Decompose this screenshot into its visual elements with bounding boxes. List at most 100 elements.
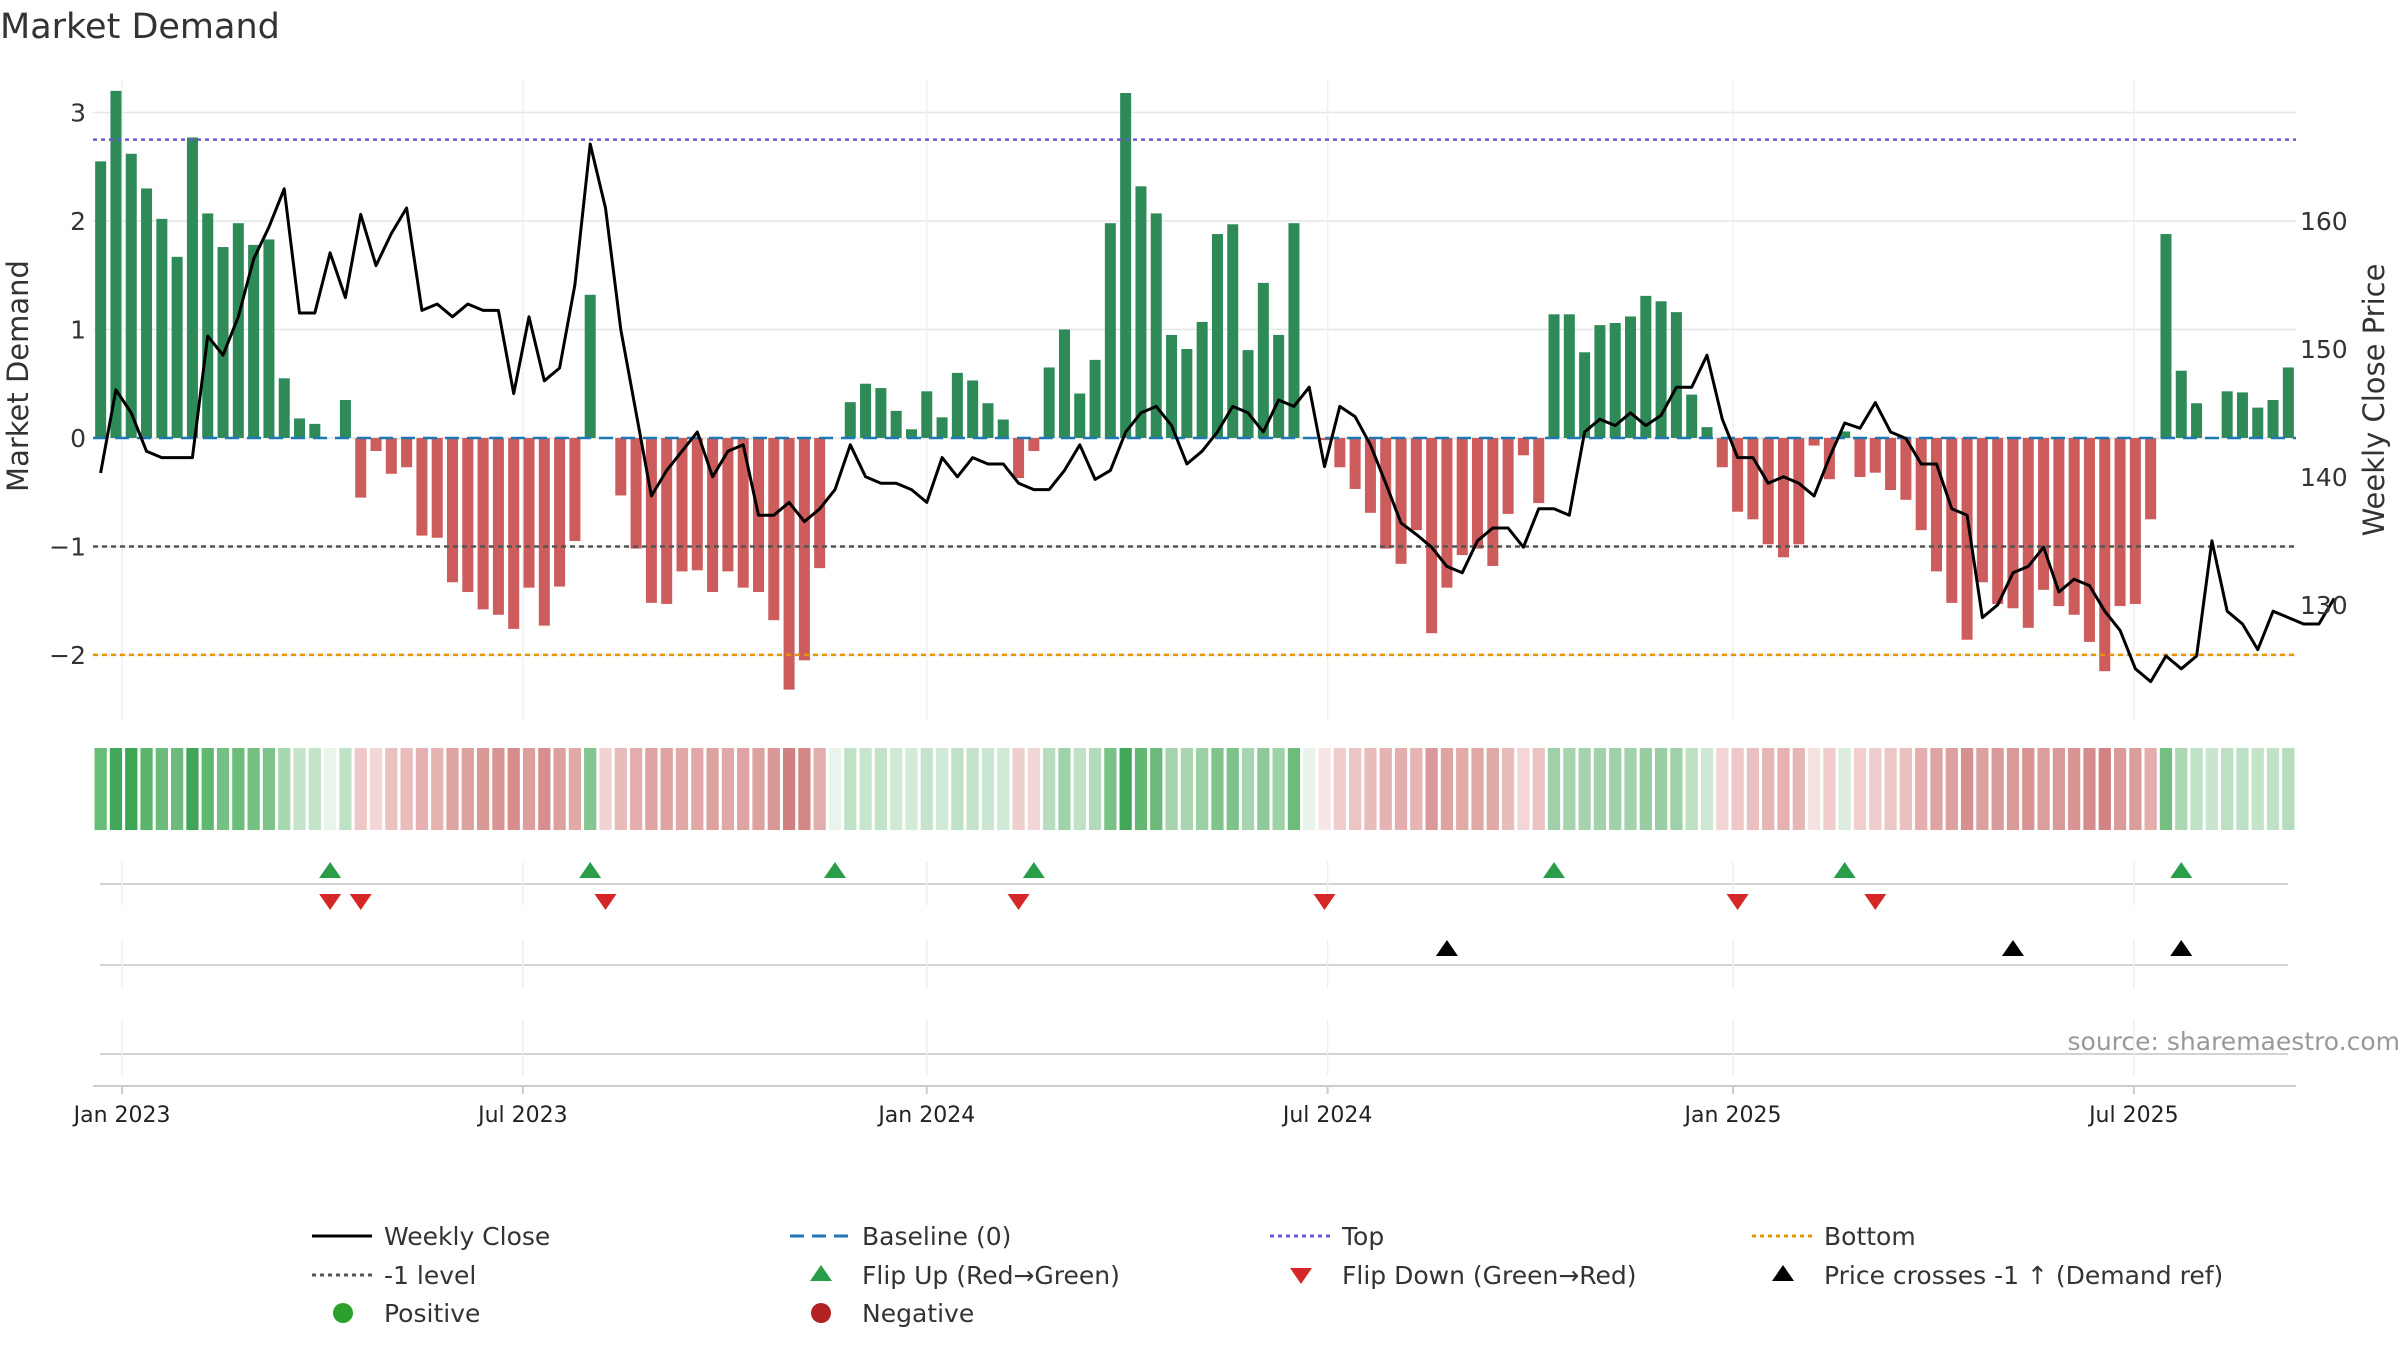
strip-cell [1976,748,1988,830]
demand-bar-negative [401,438,412,467]
demand-bar-negative [615,438,626,495]
flip-down-marker [1864,894,1886,910]
strip-cell [125,748,137,830]
strip-cell [1609,748,1621,830]
strip-cell [1731,748,1743,830]
demand-bar-positive [1197,322,1208,438]
flip-down-marker [319,894,341,910]
demand-bar-negative [1013,438,1024,478]
strip-cell [1120,748,1132,830]
strip-cell [752,748,764,830]
strip-cell [1012,748,1024,830]
strip-cell [2282,748,2294,830]
strip-cell [1426,748,1438,830]
event-markers [93,862,2296,1086]
demand-bar-negative [1870,438,1881,473]
demand-bar-negative [2130,438,2141,604]
strip-cell [859,748,871,830]
strip-cell [844,748,856,830]
strip-cell [2007,748,2019,830]
demand-bar-negative [799,438,810,660]
strip-cell [202,748,214,830]
strip-cell [630,748,642,830]
demand-bar-positive [1074,393,1085,437]
demand-bar-positive [294,418,305,438]
strip-cell [737,748,749,830]
demand-bar-negative [2038,438,2049,590]
demand-bar-positive [187,137,198,437]
demand-bar-negative [478,438,489,609]
strip-cell [1441,748,1453,830]
strip-cell [416,748,428,830]
strip-cell [645,748,657,830]
strip-cell [140,748,152,830]
demand-bar-negative [1717,438,1728,467]
demand-bar-positive [1273,335,1284,438]
strip-cell [1808,748,1820,830]
demand-bar-positive [2176,371,2187,438]
demand-bar-negative [1028,438,1039,451]
legend-swatch-negative [811,1303,831,1323]
strip-cell [1380,748,1392,830]
demand-bar-negative [1503,438,1514,514]
demand-bar-negative [646,438,657,603]
demand-bar-negative [1885,438,1896,490]
demand-bar-positive [1181,349,1192,438]
demand-bar-negative [432,438,443,538]
flip-down-marker [595,894,617,910]
legend-swatch-flip_down [1290,1268,1312,1284]
demand-bar-positive [141,188,152,437]
demand-bar-positive [860,384,871,438]
strip-cell [370,748,382,830]
strip-cell [951,748,963,830]
demand-bar-negative [1931,438,1942,571]
demand-bar-positive [126,154,137,438]
y-axis-right-label: Weekly Close Price [2357,264,2391,537]
demand-bar-positive [156,219,167,438]
x-tick-label: Jan 2024 [876,1103,975,1128]
y-tick-right-label: 140 [2300,463,2348,492]
strip-cell [2114,748,2126,830]
strip-cell [1946,748,1958,830]
strip-cell [905,748,917,830]
strip-cell [232,748,244,830]
price-cross-marker [2002,940,2024,956]
demand-bar-negative [554,438,565,587]
y-tick-left-label: 0 [70,424,86,453]
demand-bar-negative [447,438,458,582]
strip-cell [1517,748,1529,830]
x-tick-label: Jan 2025 [1683,1103,1782,1128]
strip-cell [584,748,596,830]
strip-cell [1839,748,1851,830]
demand-bar-positive [1549,314,1560,438]
strip-cell [2160,748,2172,830]
strip-cell [783,748,795,830]
y-tick-left-label: 1 [70,315,86,344]
strip-cell [401,748,413,830]
demand-bar-positive [263,239,274,438]
demand-bar-negative [1763,438,1774,544]
chart-title: Market Demand [0,7,280,47]
strip-cell [1563,748,1575,830]
demand-bar-positive [1686,395,1697,438]
strip-cell [523,748,535,830]
strip-cell [1242,748,1254,830]
strip-cell [1823,748,1835,830]
strip-cell [982,748,994,830]
demand-bar-negative [1946,438,1957,603]
y-tick-left-label: 3 [70,99,86,128]
demand-bar-negative [1977,438,1988,582]
strip-cell [1165,748,1177,830]
legend-label-baseline: Baseline (0) [862,1222,1011,1251]
strip-cell [768,748,780,830]
legend-label-top: Top [1341,1222,1384,1251]
x-tick-label: Jan 2023 [72,1103,171,1128]
strip-cell [1104,748,1116,830]
demand-bar-negative [661,438,672,604]
strip-cell [217,748,229,830]
demand-bar-positive [2237,392,2248,438]
